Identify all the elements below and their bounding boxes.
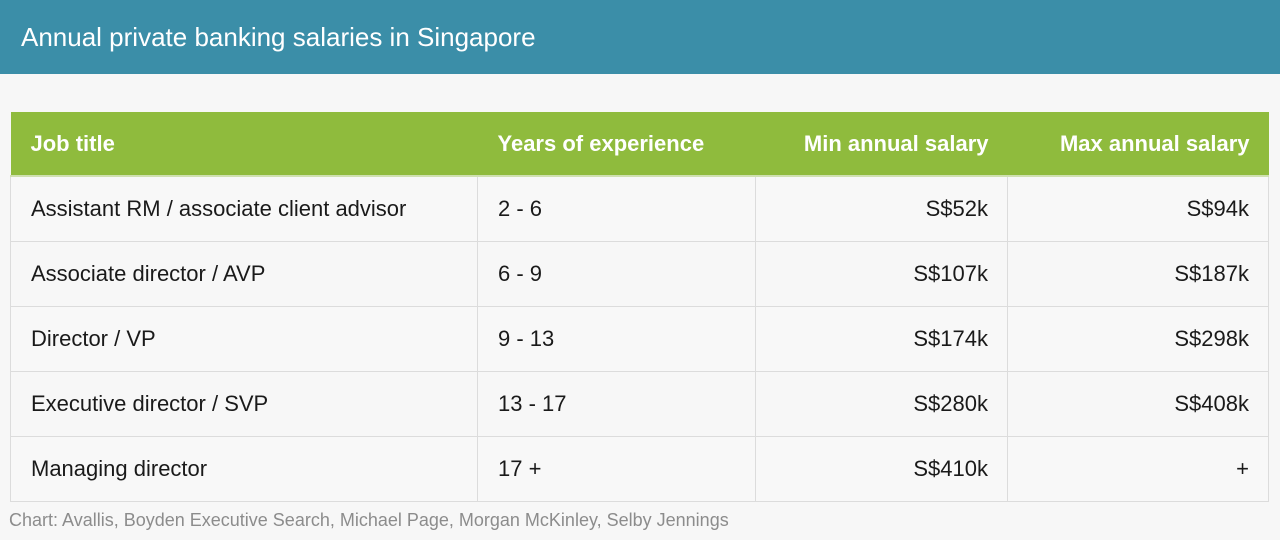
min-salary-cell: S$410k <box>755 436 1008 502</box>
max-salary-cell: S$187k <box>1007 241 1269 307</box>
column-header-max-salary: Max annual salary <box>1007 112 1269 177</box>
years-cell: 2 - 6 <box>477 175 756 242</box>
table-row: Managing director 17 + S$410k + <box>10 436 1269 502</box>
salary-table: Job title Years of experience Min annual… <box>10 112 1269 502</box>
min-salary-cell: S$52k <box>755 175 1008 242</box>
chart-title-banner: Annual private banking salaries in Singa… <box>0 0 1280 74</box>
max-salary-cell: S$94k <box>1007 175 1269 242</box>
job-title-cell: Managing director <box>10 436 478 502</box>
max-salary-cell: S$408k <box>1007 371 1269 437</box>
chart-title: Annual private banking salaries in Singa… <box>21 21 536 52</box>
min-salary-cell: S$107k <box>755 241 1008 307</box>
column-header-job-title: Job title <box>10 112 478 177</box>
column-header-years: Years of experience <box>477 112 756 177</box>
years-cell: 13 - 17 <box>477 371 756 437</box>
min-salary-cell: S$174k <box>755 306 1008 372</box>
table-row: Executive director / SVP 13 - 17 S$280k … <box>10 371 1269 437</box>
table-row: Associate director / AVP 6 - 9 S$107k S$… <box>10 241 1269 307</box>
source-note: Chart: Avallis, Boyden Executive Search,… <box>9 510 729 530</box>
years-cell: 17 + <box>477 436 756 502</box>
max-salary-cell: S$298k <box>1007 306 1269 372</box>
years-cell: 6 - 9 <box>477 241 756 307</box>
table-header-row: Job title Years of experience Min annual… <box>10 112 1269 177</box>
table-row: Assistant RM / associate client advisor … <box>10 175 1269 242</box>
max-salary-cell: + <box>1007 436 1269 502</box>
job-title-cell: Executive director / SVP <box>10 371 478 437</box>
job-title-cell: Director / VP <box>10 306 478 372</box>
job-title-cell: Assistant RM / associate client advisor <box>10 175 478 242</box>
job-title-cell: Associate director / AVP <box>10 241 478 307</box>
min-salary-cell: S$280k <box>755 371 1008 437</box>
years-cell: 9 - 13 <box>477 306 756 372</box>
table-row: Director / VP 9 - 13 S$174k S$298k <box>10 306 1269 372</box>
column-header-min-salary: Min annual salary <box>755 112 1008 177</box>
